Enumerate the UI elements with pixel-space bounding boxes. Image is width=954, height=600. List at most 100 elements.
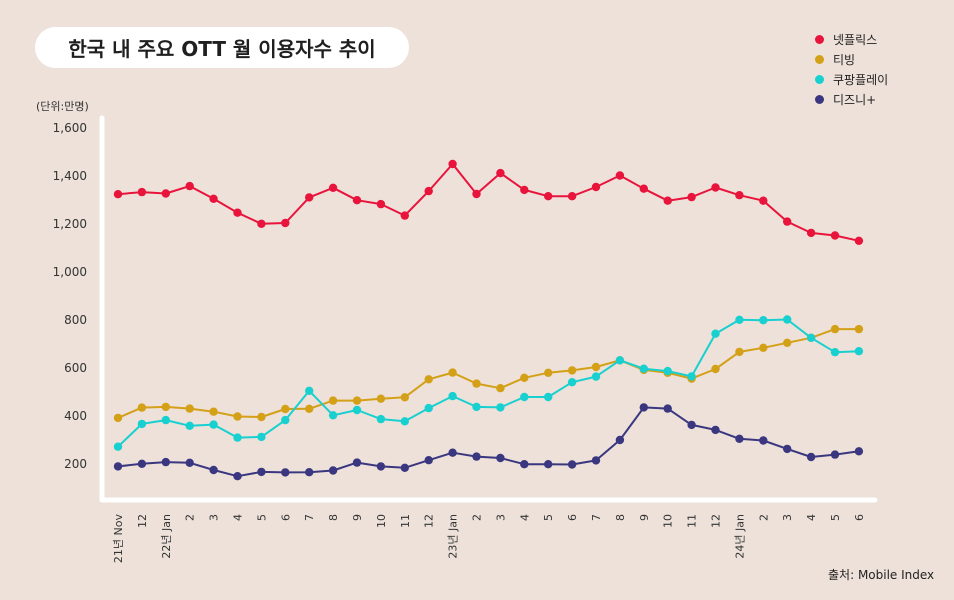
data-point [472, 452, 481, 461]
chart-title: 한국 내 주요 OTT 월 이용자수 추이 [35, 27, 409, 68]
data-point [615, 171, 625, 180]
x-tick-label: 5 [255, 514, 268, 521]
data-point [472, 379, 481, 388]
data-point [257, 432, 266, 442]
data-point [520, 373, 529, 382]
data-point [567, 366, 577, 375]
data-point [783, 444, 792, 454]
data-point [424, 403, 433, 413]
data-point [830, 231, 840, 240]
data-point [711, 183, 720, 192]
x-tick-label: 3 [208, 514, 221, 521]
x-tick-label: 11 [399, 514, 412, 528]
x-tick-label: 2 [184, 514, 197, 521]
data-point [687, 420, 696, 430]
data-point [257, 467, 266, 477]
data-point [496, 384, 505, 393]
data-point [783, 217, 792, 226]
x-tick-label: 12 [423, 514, 436, 528]
data-point [209, 407, 218, 416]
series-line [117, 328, 859, 419]
y-tick-label: 1,200 [53, 217, 87, 231]
y-tick-label: 1,000 [53, 265, 87, 279]
data-point [305, 468, 314, 477]
data-point [233, 472, 242, 481]
data-point [161, 457, 170, 467]
x-tick-label: 22년 Jan [160, 514, 173, 559]
data-point [113, 462, 123, 471]
data-point [137, 459, 147, 468]
unit-label: (단위:만명) [36, 100, 89, 113]
x-tick-label: 24년 Jan [733, 514, 746, 559]
data-point [520, 392, 529, 402]
data-point [783, 315, 792, 324]
x-tick-label: 6 [566, 514, 579, 521]
data-point [209, 420, 218, 429]
data-point [759, 436, 768, 445]
x-tick-label: 4 [805, 514, 818, 521]
data-point [424, 456, 433, 465]
data-point [233, 412, 242, 421]
data-point [376, 199, 386, 209]
series-line [117, 163, 860, 242]
legend-label-disney-plus: 디즈니+ [833, 92, 877, 107]
data-point [376, 462, 386, 471]
data-point [854, 324, 864, 334]
data-point [376, 394, 386, 403]
x-tick-label: 11 [686, 514, 699, 528]
data-point [544, 392, 553, 402]
data-point [209, 465, 218, 475]
y-tick-label: 800 [64, 313, 87, 327]
data-point [711, 364, 720, 374]
data-point [830, 450, 840, 459]
data-point [257, 412, 266, 422]
data-point [544, 368, 553, 377]
data-point [687, 372, 696, 381]
data-point [759, 343, 768, 352]
legend-marker-coupang-play [815, 74, 824, 84]
legend-label-netflix: 넷플릭스 [833, 32, 878, 47]
x-tick-label: 8 [614, 514, 627, 521]
y-tick-label: 600 [64, 361, 87, 375]
data-point [735, 315, 744, 324]
data-point [544, 192, 553, 201]
x-tick-label: 10 [375, 514, 388, 528]
data-point [161, 189, 170, 198]
data-point [591, 362, 601, 372]
data-point [735, 434, 744, 443]
data-point [759, 316, 768, 325]
legend-item-coupang-play: 쿠팡플레이 [815, 69, 888, 89]
data-point [185, 421, 194, 430]
data-point [328, 396, 338, 405]
x-tick-label: 12 [710, 514, 723, 528]
data-point [496, 453, 505, 463]
data-point [496, 168, 505, 178]
data-point [830, 324, 840, 334]
data-point [615, 435, 625, 445]
data-point [113, 442, 123, 451]
data-point [185, 404, 194, 413]
data-point [376, 414, 386, 424]
legend: 넷플릭스 티빙 쿠팡플레이 디즈니+ [815, 29, 888, 109]
legend-marker-netflix [815, 34, 824, 44]
data-point [137, 187, 147, 197]
data-point [615, 356, 625, 365]
x-tick-label: 6 [853, 514, 866, 521]
data-point [185, 458, 194, 467]
data-point [305, 404, 314, 413]
x-tick-label: 5 [542, 514, 555, 521]
x-tick-label: 9 [351, 514, 364, 521]
data-point [759, 196, 768, 205]
data-point [783, 338, 792, 347]
data-point [567, 460, 577, 469]
data-point [472, 189, 481, 199]
data-point [472, 402, 481, 412]
data-point [305, 193, 314, 202]
data-point [400, 417, 409, 426]
data-point [424, 186, 433, 196]
data-point [567, 378, 577, 387]
data-point [711, 329, 720, 338]
data-point [520, 185, 529, 195]
series-line [117, 406, 860, 478]
